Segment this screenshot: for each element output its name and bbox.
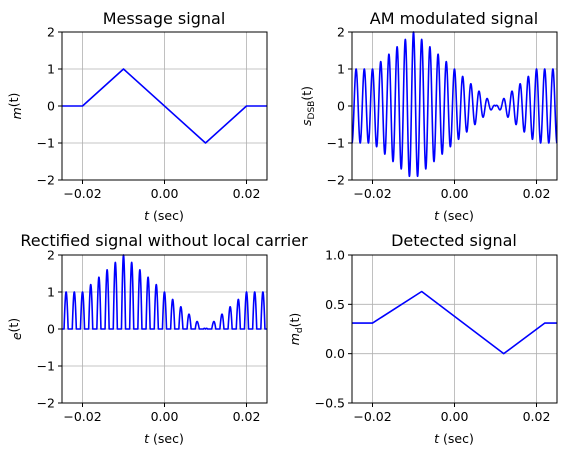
x-tick-label: 0.00 [151,186,179,201]
y-tick-label: 1 [47,62,55,77]
y-tick-label: −1 [327,136,345,151]
y-axis-ticks: −2 −1 0 1 2 [37,248,62,411]
y-tick-label: 0 [47,322,55,337]
y-tick-label: 1.0 [325,248,345,263]
x-axis-label: t (sec) [144,431,184,446]
x-axis-label-var: t [434,208,440,223]
y-axis-ticks: −2 −1 0 1 2 [327,25,352,188]
x-axis-label-unit: (sec) [439,208,474,223]
y-tick-label: −2 [37,173,55,188]
y-axis-label: e(t) [6,318,24,340]
y-axis-label-sub: DSB [307,101,317,120]
x-axis-label-var: t [434,431,440,446]
x-tick-label: 0.00 [151,409,179,424]
y-axis-label: md(t) [287,313,305,346]
data-line [351,31,558,178]
y-axis-label: m(t) [6,93,24,120]
x-axis-ticks: −0.02 0.00 0.02 [353,180,550,201]
x-axis-label-unit: (sec) [149,208,184,223]
y-tick-label: 2 [47,25,55,40]
panel-title: AM modulated signal [370,9,538,28]
panel-title: Detected signal [391,231,517,250]
y-axis-label-var: s [299,119,314,126]
y-tick-label: 1 [47,285,55,300]
x-axis-ticks: −0.02 0.00 0.02 [63,403,260,424]
y-axis-ticks: −0.5 0.0 0.5 1.0 [315,248,352,411]
y-axis-ticks: −2 −1 0 1 2 [37,25,62,188]
data-line [61,254,268,330]
y-axis-label-tail: (t) [6,93,21,108]
x-tick-label: 0.02 [233,409,261,424]
x-tick-label: −0.02 [353,186,391,201]
y-axis-label-var: e [9,332,24,340]
x-tick-label: 0.02 [233,186,261,201]
y-tick-label: −2 [327,173,345,188]
x-tick-label: 0.00 [441,186,469,201]
y-tick-label: −1 [37,359,55,374]
y-tick-label: −0.5 [315,396,345,411]
y-axis-label: sDSB(t) [299,86,317,126]
x-axis-ticks: −0.02 0.00 0.02 [353,403,550,424]
x-axis-label: t (sec) [434,431,474,446]
y-tick-label: 0 [337,99,345,114]
x-axis-ticks: −0.02 0.00 0.02 [63,180,260,201]
x-tick-label: −0.02 [63,186,101,201]
x-axis-label-var: t [144,431,150,446]
y-axis-label-tail: (t) [6,318,21,333]
panel-message-signal: Message signal −0.02 0.00 0.02 −2 −1 0 1 2 t (… [6,9,268,223]
x-axis-label-var: t [144,208,150,223]
data-line [352,290,557,355]
y-tick-label: −1 [37,136,55,151]
y-axis-label-tail: (t) [287,313,302,328]
y-tick-label: 1 [337,62,345,77]
x-tick-label: 0.02 [523,186,551,201]
y-tick-label: 2 [337,25,345,40]
data-line [62,68,267,144]
x-tick-label: −0.02 [353,409,391,424]
panel-title: Message signal [103,9,226,28]
panel-detected-signal: Detected signal −0.02 0.00 0.02 −0.5 0.0 0.5… [287,231,558,446]
y-axis-label-tail: (t) [299,86,314,101]
x-axis-label-unit: (sec) [439,431,474,446]
panel-rectified-signal: Rectified signal without local carrier −… [6,231,308,446]
y-tick-label: 2 [47,248,55,263]
y-tick-label: 0 [47,99,55,114]
x-tick-label: 0.02 [523,409,551,424]
x-axis-label: t (sec) [144,208,184,223]
x-axis-label-unit: (sec) [149,431,184,446]
panel-title: Rectified signal without local carrier [20,231,308,250]
y-axis-label-sub: d [295,327,305,333]
y-tick-label: 0.5 [325,297,345,312]
y-axis-label-var: m [9,107,24,119]
x-tick-label: −0.02 [63,409,101,424]
y-tick-label: 0.0 [325,346,345,361]
x-axis-label: t (sec) [434,208,474,223]
x-tick-label: 0.00 [441,409,469,424]
y-tick-label: −2 [37,396,55,411]
panel-am-modulated-signal: AM modulated signal −0.02 0.00 0.02 −2 −1 0 1… [299,9,558,223]
y-axis-label-var: m [287,333,302,345]
